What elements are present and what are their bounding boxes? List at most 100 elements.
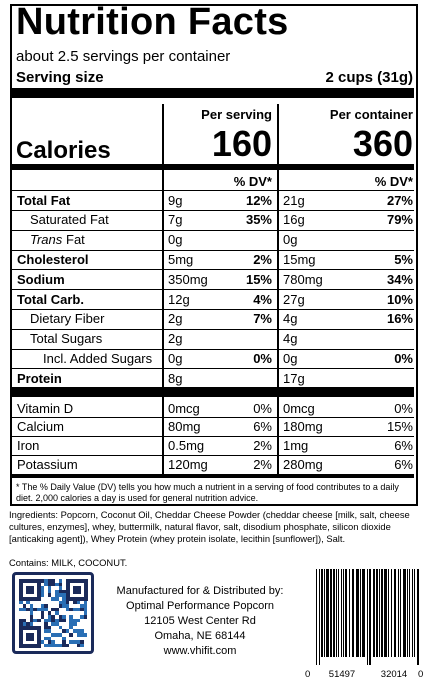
qr-module [69,618,73,623]
barcode-bar [412,569,413,657]
thin-rule [12,289,414,291]
qr-module [55,593,59,597]
amount: 15mg [283,251,316,267]
thin-rule [12,309,414,310]
qr-module [58,586,63,590]
qr-finder [66,579,88,601]
column-divider [162,104,164,474]
barcode-digit: 0 [418,669,424,680]
amount: 0g [168,350,183,366]
nutrient-name: Total Carb. [17,291,84,307]
barcode-bar [336,569,337,657]
qr-module [58,643,63,648]
qr-module [73,618,77,623]
qr-module [83,600,88,605]
barcode-bar [343,569,344,657]
qr-module [47,593,52,597]
qr-module [62,604,66,608]
qr-module [62,589,66,594]
amount: 16g [283,212,305,228]
qr-module [40,604,45,608]
thin-rule [12,454,414,456]
thick-rule [12,387,414,397]
label-frame [10,4,418,506]
qr-module [55,589,59,594]
qr-module [22,618,27,623]
barcode-bar [362,569,365,657]
qr-module [58,582,63,587]
qr-module [47,579,52,583]
qr-module [44,636,48,641]
qr-module [62,600,66,605]
qr-module [76,607,81,612]
barcode-bar [376,569,378,657]
qr-module [19,607,23,612]
nutrient-name: Trans [30,232,63,248]
barcode-bar [391,569,392,657]
qr-finder-center [26,586,34,594]
qr-module [76,600,81,605]
nutrient-name: Protein [17,370,62,386]
daily-value: 2% [253,438,272,454]
amount: 21g [283,192,305,208]
daily-value: 0% [253,400,272,416]
qr-module [69,640,73,644]
thin-rule [12,435,414,437]
qr-module [40,586,45,590]
amount: 180mg [283,419,323,435]
qr-module [58,589,63,594]
barcode-bar [356,569,359,657]
vitamin-name: Potassium [17,456,78,472]
qr-module [22,622,27,626]
daily-value: 34% [386,271,413,287]
amount: 780mg [283,271,323,287]
daily-value: 15% [386,419,413,435]
qr-module [73,600,77,605]
thin-rule [12,190,414,191]
qr-module [29,607,34,612]
qr-module [58,579,63,583]
barcode-bar [360,569,361,657]
qr-module [55,643,59,648]
column-header: Per serving [201,106,272,122]
amount: 280mg [283,456,323,472]
qr-module [44,625,48,630]
daily-value: 27% [386,192,413,208]
barcode-bar [367,569,368,665]
qr-module [26,600,30,605]
manufacturer-line: Optimal Performance Popcorn [126,599,274,612]
qr-module [47,586,52,590]
amount: 12g [168,291,190,307]
qr-module [62,597,66,601]
qr-module [65,629,70,633]
qr-module [69,607,73,612]
daily-value: 7% [253,311,272,327]
amount: 350mg [168,271,208,287]
amount: 4g [283,311,298,327]
daily-value: 2% [253,456,272,472]
qr-module [55,582,59,587]
qr-module [51,579,55,583]
qr-module [62,636,66,641]
qr-module [19,618,23,623]
qr-module [47,643,52,648]
barcode-bar [388,569,389,657]
thick-rule [12,474,414,478]
amount: 0g [283,232,298,248]
qr-module [47,625,52,630]
daily-value: 10% [386,291,413,307]
qr-module [29,622,34,626]
qr-module [73,607,77,612]
qr-finder-center [26,633,34,641]
qr-module [47,611,52,615]
calories-label: Calories [16,137,111,164]
qr-module [40,607,45,612]
qr-module [22,604,27,608]
barcode-bar [338,569,339,657]
barcode-bar [407,569,408,657]
qr-module [51,618,55,623]
daily-value: 4% [253,291,272,307]
barcode-bar [400,569,401,657]
barcode-bar [349,569,350,657]
manufacturer-line: www.vhifit.com [163,645,237,658]
